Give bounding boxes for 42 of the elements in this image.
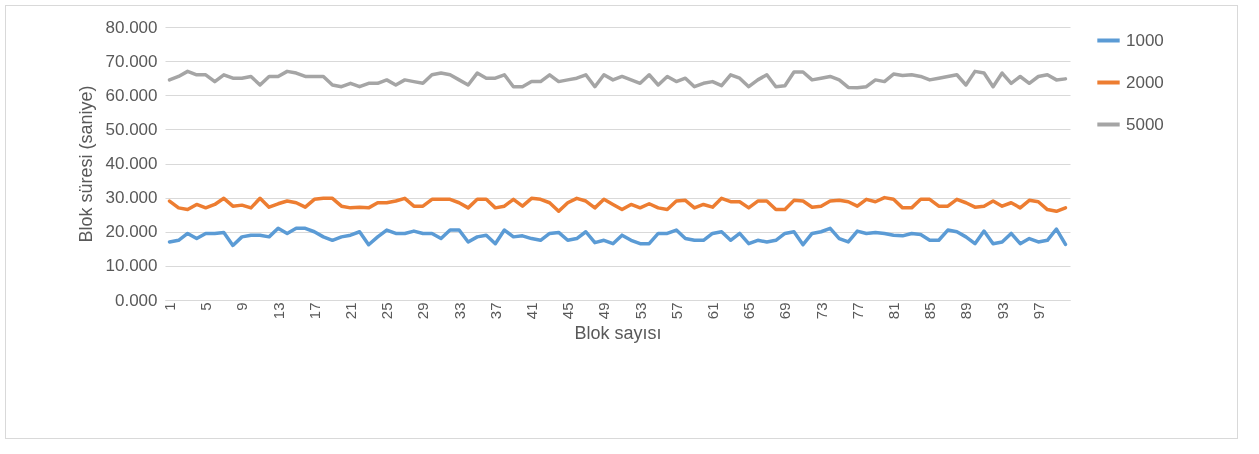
x-tick-label: 45 bbox=[559, 302, 577, 320]
y-tick-label: 10.000 bbox=[105, 256, 158, 276]
x-tick-label: 9 bbox=[233, 302, 251, 311]
x-tick-label: 97 bbox=[1029, 302, 1047, 320]
x-tick-label: 53 bbox=[631, 302, 649, 320]
y-tick-label: 50.000 bbox=[105, 119, 158, 139]
line-series bbox=[167, 195, 1068, 214]
y-tick-label: 20.000 bbox=[105, 222, 158, 242]
x-tick-label: 77 bbox=[848, 302, 866, 320]
x-tick-label: 37 bbox=[486, 302, 504, 320]
y-tick-label: 40.000 bbox=[105, 154, 158, 173]
x-tick-label: 21 bbox=[342, 302, 360, 320]
y-tick-label: 0.000 bbox=[114, 290, 158, 310]
x-tick-label: 69 bbox=[776, 302, 794, 320]
x-tick-label: 1 bbox=[161, 302, 179, 311]
y-tick-label: 30.000 bbox=[105, 188, 158, 208]
line-series bbox=[167, 69, 1068, 90]
y-tick-label: 80.000 bbox=[105, 17, 158, 37]
y-tick-label: 60.000 bbox=[105, 85, 158, 105]
y-tick-label: 70.000 bbox=[105, 51, 158, 71]
x-tick-label: 85 bbox=[921, 302, 939, 320]
x-tick-label: 61 bbox=[704, 302, 722, 320]
x-tick-label: 29 bbox=[414, 302, 432, 320]
x-axis-title: Blok sayısı bbox=[574, 323, 662, 344]
x-tick-label: 13 bbox=[269, 302, 287, 320]
x-tick-label: 5 bbox=[197, 302, 215, 311]
x-tick-label: 25 bbox=[378, 302, 396, 320]
x-tick-label: 65 bbox=[740, 302, 758, 320]
x-tick-label: 89 bbox=[957, 302, 975, 320]
x-tick-label: 41 bbox=[523, 302, 541, 320]
x-tick-label: 33 bbox=[450, 302, 468, 320]
x-tick-label: 49 bbox=[595, 302, 613, 320]
x-tick-label: 17 bbox=[305, 302, 323, 320]
legend-label: 2000 bbox=[1126, 72, 1164, 92]
y-axis-title: Blok süresi (saniye) bbox=[75, 85, 96, 243]
x-tick-label: 81 bbox=[885, 302, 903, 320]
legend-label: 5000 bbox=[1126, 114, 1164, 134]
x-tick-label: 93 bbox=[993, 302, 1011, 320]
x-tick-label: 73 bbox=[812, 302, 830, 320]
line-series bbox=[167, 226, 1068, 248]
legend-label: 1000 bbox=[1126, 30, 1164, 50]
x-tick-label: 57 bbox=[667, 302, 685, 320]
